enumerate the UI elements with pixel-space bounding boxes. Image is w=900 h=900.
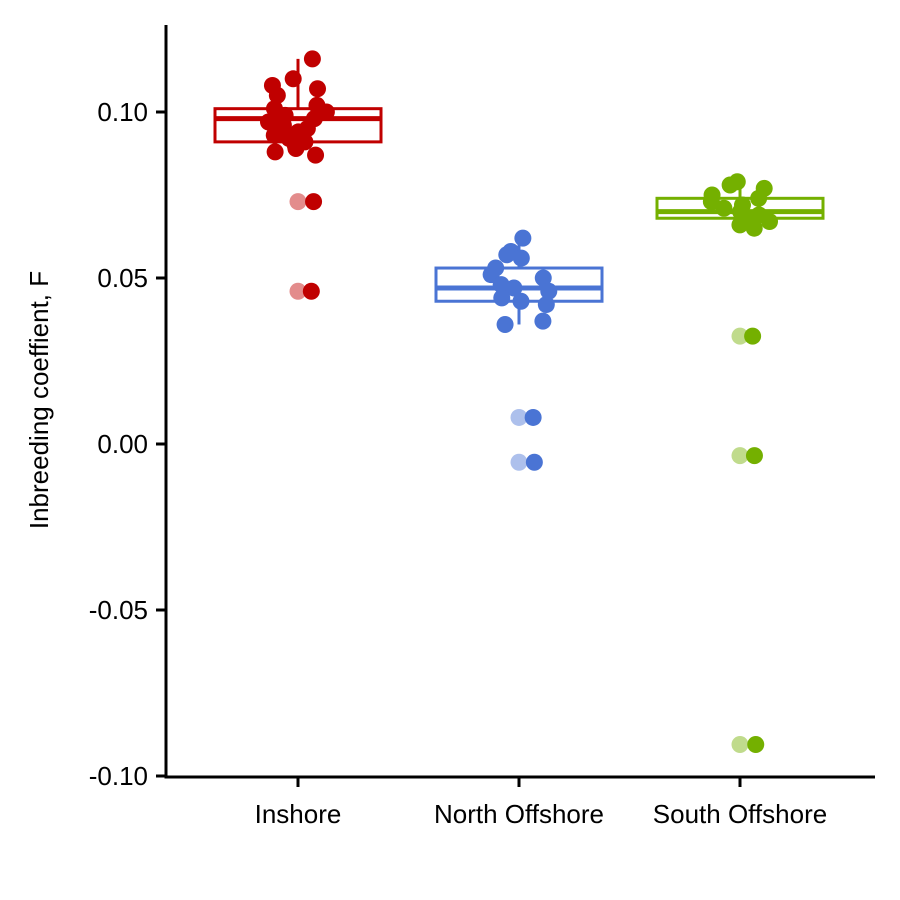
x-tick-label: Inshore (255, 799, 342, 829)
outlier-point (510, 453, 528, 471)
y-tick-label: -0.10 (89, 761, 148, 791)
outlier-point (731, 327, 749, 345)
data-point (265, 126, 283, 144)
x-tick-label: South Offshore (653, 799, 827, 829)
y-tick-label: 0.00 (97, 429, 148, 459)
data-point (750, 189, 768, 207)
data-point (287, 140, 305, 158)
data-point (492, 276, 510, 294)
data-point (259, 113, 277, 131)
outlier-point (289, 282, 307, 300)
data-point (525, 453, 543, 471)
y-tick-label: 0.05 (97, 263, 148, 293)
data-point (540, 282, 558, 300)
y-tick-label: -0.05 (89, 595, 148, 625)
data-point (534, 269, 552, 287)
outlier-point (289, 193, 307, 211)
series-inshore (213, 50, 383, 300)
outlier-point (510, 408, 528, 426)
data-point (744, 327, 762, 345)
data-point (732, 203, 750, 221)
outlier-point (731, 447, 749, 465)
data-point (505, 279, 523, 297)
data-point (302, 282, 320, 300)
data-point (731, 216, 749, 234)
y-axis-title: Inbreeding coeffient, F (24, 271, 54, 529)
plot-area (213, 50, 825, 753)
data-point (721, 176, 739, 194)
data-point (534, 312, 552, 330)
data-point (268, 86, 286, 104)
data-point (702, 193, 720, 211)
data-point (493, 289, 511, 307)
data-point (496, 315, 514, 333)
data-point (747, 735, 765, 753)
data-point (266, 143, 284, 161)
axes: -0.10 -0.05 0.00 0.05 0.10 Inshore North Offsh… (89, 25, 875, 829)
data-point (745, 447, 763, 465)
data-point (303, 50, 321, 68)
data-point (307, 146, 325, 164)
outlier-point (731, 735, 749, 753)
data-point (498, 246, 516, 264)
data-point (309, 80, 327, 98)
data-point (715, 199, 733, 217)
data-point (761, 213, 779, 231)
data-point (514, 229, 532, 247)
data-point (512, 249, 530, 267)
data-point (537, 296, 555, 314)
data-point (512, 292, 530, 310)
data-point (305, 193, 323, 211)
data-point (524, 408, 542, 426)
data-point (284, 70, 302, 88)
y-tick-label: 0.10 (97, 97, 148, 127)
data-point (745, 219, 763, 237)
series-south-offshore (655, 173, 825, 753)
series-north-offshore (434, 229, 604, 471)
x-tick-label: North Offshore (434, 799, 604, 829)
